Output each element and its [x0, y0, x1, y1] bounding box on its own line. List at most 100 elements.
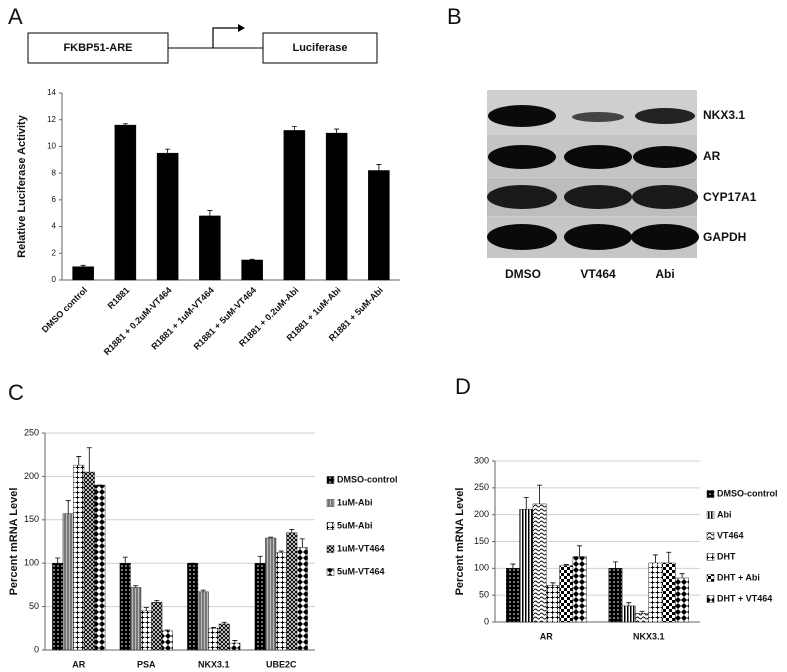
error-bar	[221, 621, 227, 624]
construct-diagram: FKBP51-ARE Luciferase	[27, 24, 378, 64]
protein-label: CYP17A1	[703, 190, 757, 204]
y-tick-label: 100	[24, 558, 39, 568]
y-tick-label: 0	[52, 275, 57, 284]
legend-swatch	[326, 568, 335, 576]
lane-label: Abi	[655, 267, 674, 281]
bar	[283, 130, 306, 281]
y-axis-label: Relative Luciferase Activity	[16, 114, 28, 258]
bar	[156, 152, 179, 281]
bar	[506, 568, 520, 623]
error-bar	[291, 125, 297, 131]
bar	[572, 556, 587, 623]
western-blot: B NKX3.1 AR CYP17A1 GAPDH DMSO VT464 Abi	[447, 4, 757, 281]
y-axis-label: Percent mRNA Level	[8, 488, 20, 596]
panel-label: A	[8, 4, 23, 29]
y-axis-label: Percent mRNA Level	[454, 488, 466, 596]
panel-label: C	[8, 380, 24, 405]
bar	[161, 630, 173, 651]
error-bar	[510, 563, 516, 569]
error-bar	[122, 556, 128, 564]
legend-swatch	[326, 499, 335, 507]
legend-swatch	[326, 522, 335, 530]
bar	[94, 484, 106, 651]
legend-swatch	[706, 532, 715, 540]
legend-swatch	[326, 476, 335, 484]
box	[262, 32, 378, 64]
error-bar	[376, 164, 382, 171]
bar	[519, 509, 534, 623]
box-label: Luciferase	[292, 42, 347, 54]
error-bar	[550, 582, 556, 586]
bar	[241, 259, 263, 281]
error-bar	[76, 456, 82, 466]
error-bar	[133, 585, 139, 588]
bar	[52, 563, 64, 651]
x-tick-label: R1881	[106, 285, 132, 311]
y-tick-label: 300	[474, 455, 489, 465]
error-bar	[207, 210, 213, 216]
legend-swatch	[706, 511, 715, 519]
bar	[72, 266, 94, 281]
lane-label: VT464	[580, 267, 616, 281]
y-tick-label: 50	[479, 590, 489, 600]
bar	[254, 563, 266, 651]
bar	[114, 124, 137, 281]
error-bar	[334, 128, 340, 134]
bar	[130, 587, 142, 651]
lane-label: DMSO	[505, 267, 541, 281]
error-bar	[55, 557, 61, 564]
error-bar	[164, 629, 170, 631]
error-bar	[626, 602, 632, 606]
legend-swatch	[326, 545, 335, 553]
y-tick-label: 8	[52, 168, 57, 177]
legend-label: 1uM-Abi	[337, 497, 373, 507]
y-tick-label: 6	[52, 195, 57, 204]
error-bar	[652, 554, 658, 563]
legend-label: 5uM-Abi	[337, 520, 373, 530]
arrow-head	[238, 24, 245, 32]
error-bar	[165, 148, 171, 154]
bar	[199, 215, 221, 281]
box	[27, 32, 169, 64]
error-bar	[523, 497, 529, 510]
x-tick-label: UBE2C	[266, 659, 297, 669]
legend-swatch	[706, 574, 715, 582]
legend-label: DMSO-control	[337, 474, 398, 484]
legend-swatch	[706, 553, 715, 561]
error-bar	[299, 538, 305, 548]
bar	[675, 577, 689, 623]
legend-label: VT464	[717, 530, 744, 540]
x-tick-label: DMSO control	[40, 285, 89, 334]
legend-label: DHT	[717, 551, 736, 561]
legend-label: 1uM-VT464	[337, 543, 385, 553]
protein-label: GAPDH	[703, 230, 746, 244]
bar	[368, 170, 390, 281]
bar	[635, 613, 649, 623]
y-tick-label: 12	[47, 115, 56, 124]
bar	[218, 623, 230, 651]
error-bar	[563, 564, 569, 566]
y-tick-label: 150	[474, 536, 489, 546]
error-bar	[268, 536, 274, 539]
bar	[661, 562, 676, 623]
protein-label: AR	[703, 149, 721, 163]
y-tick-label: 2	[52, 248, 57, 257]
bar	[140, 610, 152, 651]
error-bar	[577, 545, 583, 557]
y-tick-label: 100	[474, 563, 489, 573]
error-bar	[537, 484, 543, 504]
promoter-arrow	[212, 27, 238, 48]
error-bar	[289, 528, 295, 533]
error-bar	[143, 607, 149, 611]
bar	[229, 642, 241, 651]
panel-label: D	[455, 374, 471, 399]
bar	[621, 605, 636, 623]
bar	[608, 568, 623, 623]
x-tick-label: PSA	[137, 659, 156, 669]
bar	[73, 464, 85, 651]
legend-label: Abi	[717, 509, 732, 519]
y-tick-label: 250	[24, 427, 39, 437]
y-tick-label: 200	[24, 471, 39, 481]
error-bar	[666, 551, 672, 563]
